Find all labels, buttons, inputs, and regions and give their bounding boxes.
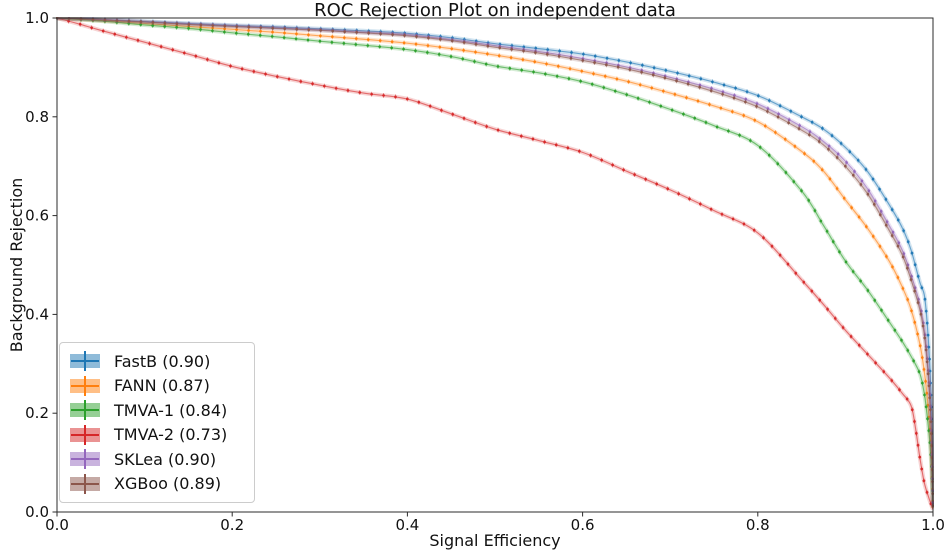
- y-tick-label: 0.2: [25, 404, 49, 422]
- legend-label: SKLea (0.90): [114, 449, 217, 469]
- y-tick-label: 0.6: [25, 207, 49, 225]
- x-tick-label: 0.0: [45, 516, 69, 534]
- legend-label: TMVA-2 (0.73): [114, 425, 228, 445]
- x-tick-label: 0.8: [746, 516, 770, 534]
- x-tick-label: 0.2: [220, 516, 244, 534]
- legend-item-fastb: FastB (0.90): [70, 349, 244, 374]
- legend-item-sklea: SKLea (0.90): [70, 447, 244, 472]
- errorbar-swatch-icon: [70, 400, 100, 421]
- x-tick-label: 0.4: [395, 516, 419, 534]
- errorbar-swatch-icon: [70, 473, 100, 494]
- legend-label: FastB (0.90): [114, 351, 211, 371]
- legend-item-xgboo: XGBoo (0.89): [70, 472, 244, 497]
- legend: FastB (0.90) FANN (0.87) TMVA-1 (0.84) TMVA…: [59, 342, 255, 503]
- y-axis-label: Background Rejection: [7, 177, 26, 353]
- curve-tmva-2: [56, 17, 934, 511]
- chart-title: ROC Rejection Plot on independent data: [314, 0, 676, 21]
- y-tick-label: 0.8: [25, 108, 49, 126]
- x-axis-label: Signal Efficiency: [429, 531, 561, 550]
- x-tick-label: 0.6: [571, 516, 595, 534]
- y-tick-label: 0.0: [25, 503, 49, 521]
- errorbar-swatch-icon: [70, 351, 100, 372]
- legend-label: FANN (0.87): [114, 376, 210, 396]
- curve-xgboo: [56, 17, 934, 509]
- y-tick-label: 0.4: [25, 305, 49, 323]
- legend-item-tmva-2: TMVA-2 (0.73): [70, 423, 244, 448]
- axes-frame: [56, 17, 934, 513]
- legend-label: TMVA-1 (0.84): [114, 400, 228, 420]
- y-tick-label: 1.0: [25, 9, 49, 27]
- errorbar-swatch-icon: [70, 375, 100, 396]
- legend-label: XGBoo (0.89): [114, 474, 222, 494]
- errorbar-swatch-icon: [70, 449, 100, 470]
- legend-item-fann: FANN (0.87): [70, 374, 244, 399]
- x-tick-label: 1.0: [921, 516, 945, 534]
- errorbar-swatch-icon: [70, 424, 100, 445]
- legend-item-tmva-1: TMVA-1 (0.84): [70, 398, 244, 423]
